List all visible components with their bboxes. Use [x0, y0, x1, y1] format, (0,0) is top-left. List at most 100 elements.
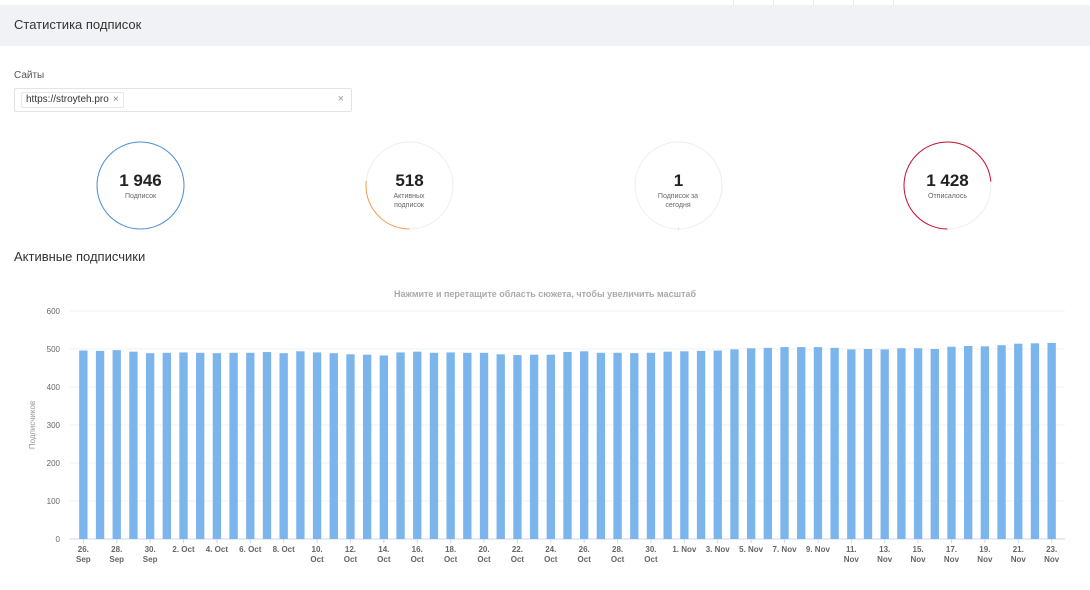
bar [112, 350, 121, 539]
y-tick-label: 600 [47, 307, 61, 316]
stat-ring [634, 141, 723, 230]
x-tick-label: Oct [344, 555, 358, 564]
y-tick-label: 300 [47, 421, 61, 430]
x-tick-label: 23. [1046, 545, 1057, 554]
x-tick-label: Oct [611, 555, 625, 564]
stat-ring [96, 141, 185, 230]
bar [663, 351, 672, 539]
bar [1014, 343, 1023, 539]
x-tick-label: 16. [412, 545, 423, 554]
x-tick-label: 30. [145, 545, 156, 554]
bar [296, 351, 305, 539]
site-tag: https://stroyteh.pro × [21, 92, 124, 108]
x-tick-label: Oct [578, 555, 592, 564]
x-tick-label: 9. Nov [806, 545, 831, 554]
x-tick-label: Oct [310, 555, 324, 564]
bar [1047, 342, 1056, 539]
top-tab[interactable] [773, 0, 813, 5]
stat-value: 1 [673, 171, 684, 190]
y-tick-label: 100 [47, 497, 61, 506]
stat-today: 1 Подписок за сегодня [634, 141, 723, 230]
page-header: Статистика подписок [0, 5, 1090, 46]
x-tick-label: 5. Nov [739, 545, 764, 554]
bar [997, 345, 1006, 539]
y-tick-label: 0 [56, 535, 61, 544]
x-tick-label: Nov [944, 555, 960, 564]
x-tick-label: 11. [846, 545, 857, 554]
stat-ring [365, 141, 454, 230]
bar [546, 354, 555, 539]
bar [362, 354, 372, 539]
bar [780, 347, 789, 539]
top-tab[interactable] [733, 0, 773, 5]
bar [630, 353, 639, 539]
y-tick-label: 400 [47, 383, 61, 392]
stat-label: Активных подписок [393, 193, 425, 209]
site-tag-label: https://stroyteh.pro [26, 94, 109, 105]
bar [413, 351, 422, 539]
x-tick-label: 20. [478, 545, 489, 554]
bar [830, 347, 839, 539]
bar [95, 350, 105, 539]
sites-label: Сайты [14, 70, 45, 81]
x-tick-label: 12. [345, 545, 356, 554]
x-tick-label: 26. [78, 545, 89, 554]
chart-subtitle: Нажмите и перетащите область сюжета, что… [394, 289, 697, 299]
y-tick-label: 200 [47, 459, 61, 468]
x-tick-label: 21. [1013, 545, 1024, 554]
bar [279, 353, 288, 539]
top-tab[interactable] [853, 0, 893, 5]
sites-select[interactable]: https://stroyteh.pro × × [14, 88, 352, 112]
x-tick-label: Oct [377, 555, 391, 564]
bar [863, 349, 873, 539]
active-subscribers-chart[interactable]: Нажмите и перетащите область сюжета, что… [0, 280, 1090, 580]
stat-label: Подписок за сегодня [657, 193, 699, 209]
page-title: Статистика подписок [14, 17, 142, 32]
bar [847, 349, 856, 539]
x-tick-label: Oct [544, 555, 558, 564]
x-tick-label: 7. Nov [773, 545, 798, 554]
bar [246, 352, 255, 539]
x-tick-label: 14. [378, 545, 389, 554]
y-axis-label: Подписчиков [28, 401, 37, 449]
bar [930, 349, 939, 539]
stat-active: 518 Активных подписок [365, 141, 454, 230]
bar [262, 352, 272, 539]
bar [763, 347, 773, 539]
x-tick-label: Oct [411, 555, 425, 564]
top-tab[interactable] [893, 0, 933, 5]
x-tick-label: Sep [143, 555, 158, 564]
x-tick-label: Nov [844, 555, 860, 564]
bar [496, 354, 505, 539]
x-tick-label: 18. [445, 545, 456, 554]
bar [396, 352, 405, 539]
x-tick-label: 26. [579, 545, 590, 554]
bar [913, 348, 923, 539]
clear-icon[interactable]: × [337, 93, 344, 105]
x-tick-label: 17. [946, 545, 957, 554]
x-tick-label: 2. Oct [172, 545, 195, 554]
bar [730, 349, 739, 539]
x-tick-label: Sep [76, 555, 91, 564]
x-tick-label: 24. [545, 545, 556, 554]
bar [229, 352, 238, 539]
bar [947, 346, 956, 539]
bar [513, 355, 522, 539]
x-tick-label: 30. [645, 545, 656, 554]
x-tick-label: Nov [1044, 555, 1060, 564]
x-tick-label: 15. [913, 545, 924, 554]
bar [429, 352, 439, 539]
bar [479, 352, 489, 539]
bar [580, 351, 589, 539]
bar [746, 348, 756, 539]
bar [696, 350, 706, 539]
section-title: Активные подписчики [14, 249, 146, 264]
bar [312, 352, 322, 539]
bar [1030, 343, 1040, 539]
top-tab[interactable] [813, 0, 853, 5]
bar [179, 352, 188, 539]
x-tick-label: 8. Oct [273, 545, 296, 554]
bar [446, 352, 455, 539]
tag-remove-icon[interactable]: × [112, 94, 119, 105]
stat-unsubscribed: 1 428 Отписалось [903, 141, 992, 230]
